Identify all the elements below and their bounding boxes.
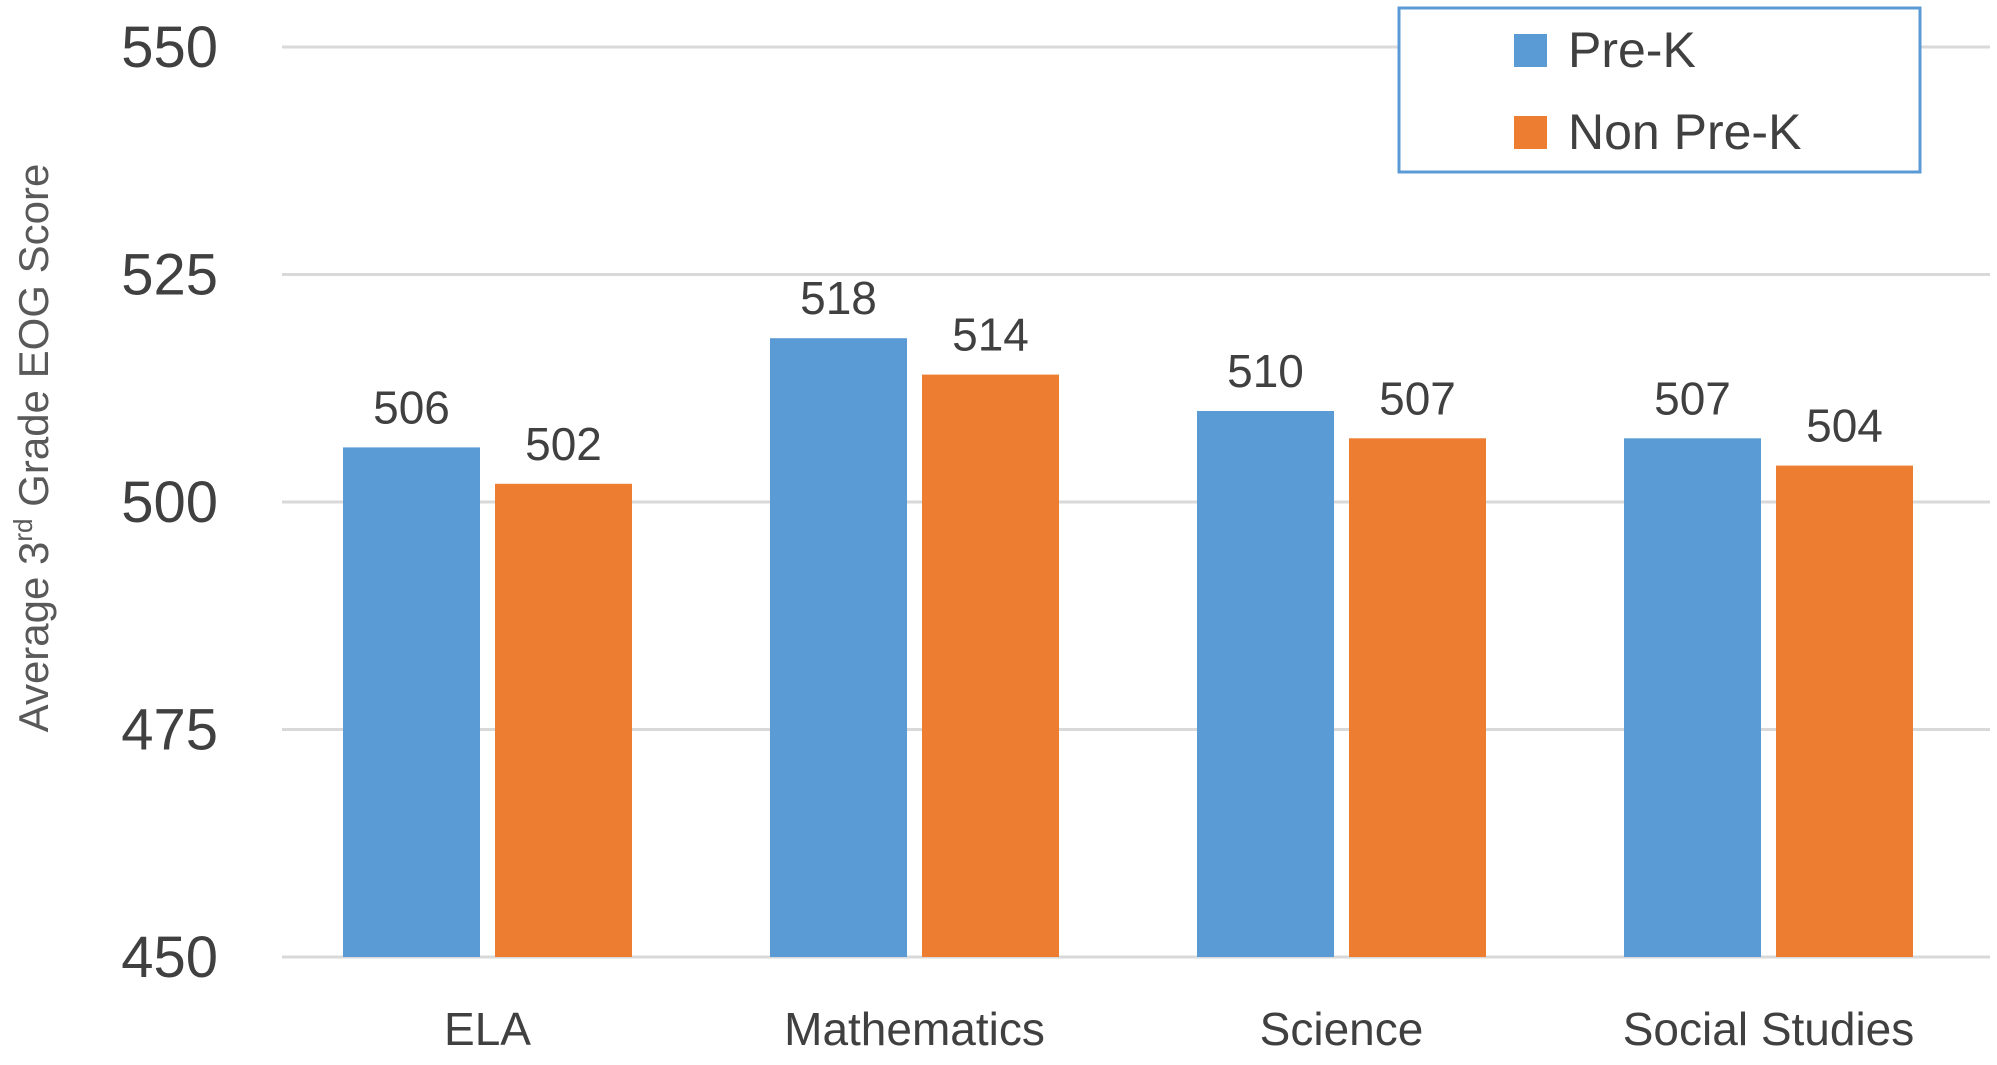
x-tick-label: Mathematics <box>784 1003 1045 1055</box>
y-tick-label: 525 <box>121 243 218 308</box>
y-tick-label: 550 <box>121 15 218 80</box>
legend: Pre-K Non Pre-K <box>1397 6 1922 174</box>
legend-label: Non Pre-K <box>1568 104 1801 160</box>
x-tick-labels: ELA Mathematics Science Social Studies <box>444 1003 1914 1055</box>
value-labels: 506 502 518 514 510 507 507 504 <box>373 272 1883 470</box>
data-label: 507 <box>1654 372 1731 424</box>
bar-non-pre-k-social-studies <box>1776 465 1913 957</box>
data-label: 502 <box>525 418 602 470</box>
data-label: 507 <box>1379 372 1456 424</box>
bar-pre-k-social-studies <box>1624 438 1761 957</box>
y-tick-labels: 450 475 500 525 550 <box>121 15 218 990</box>
y-tick-label: 475 <box>121 698 218 763</box>
y-tick-label: 450 <box>121 925 218 990</box>
y-axis-title-prefix: Average 3 <box>10 542 57 733</box>
x-tick-label: ELA <box>444 1003 531 1055</box>
y-axis-title-superscript: rd <box>8 518 38 541</box>
data-label: 518 <box>800 272 877 324</box>
legend-box <box>1397 6 1922 174</box>
bar-pre-k-science <box>1197 411 1334 957</box>
y-axis-title-suffix: Grade EOG Score <box>10 164 57 519</box>
y-axis-title: Average 3rd Grade EOG Score <box>8 164 57 733</box>
bar-pre-k-ela <box>343 447 480 957</box>
legend-label: Pre-K <box>1568 22 1696 78</box>
bars <box>343 338 1913 958</box>
y-tick-label: 500 <box>121 470 218 535</box>
data-label: 514 <box>952 309 1029 361</box>
data-label: 504 <box>1806 400 1883 452</box>
bar-pre-k-mathematics <box>770 338 907 957</box>
legend-swatch <box>1514 116 1547 149</box>
data-label: 506 <box>373 381 450 433</box>
bar-non-pre-k-science <box>1349 438 1486 957</box>
data-label: 510 <box>1227 345 1304 397</box>
legend-swatch <box>1514 34 1547 67</box>
bar-non-pre-k-mathematics <box>922 374 1059 958</box>
x-tick-label: Science <box>1260 1003 1424 1055</box>
bar-non-pre-k-ela <box>495 483 632 957</box>
x-tick-label: Social Studies <box>1623 1003 1915 1055</box>
